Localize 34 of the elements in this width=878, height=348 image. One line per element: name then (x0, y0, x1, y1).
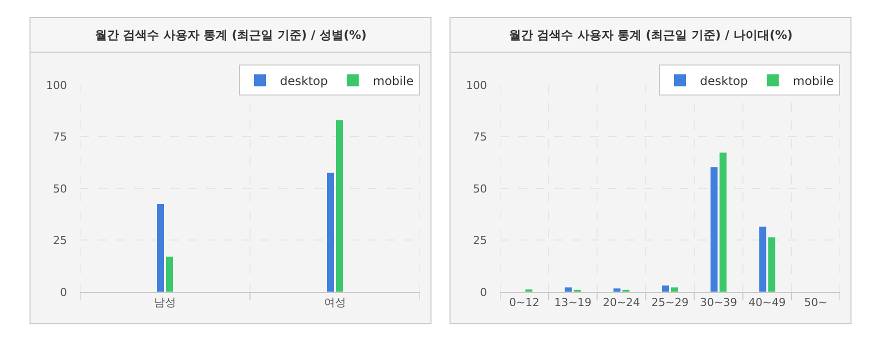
legend-label: mobile (792, 74, 834, 88)
x-tick-label: 여성 (324, 296, 346, 310)
y-tick-label: 100 (466, 78, 487, 92)
x-tick-label: 0~12 (509, 296, 540, 310)
chart-title: 월간 검색수 사용자 통계 (최근일 기준) / 나이대(%) (509, 28, 793, 42)
x-tick-label: 13~19 (554, 296, 592, 310)
bar (157, 204, 164, 292)
legend-label: desktop (280, 74, 328, 88)
y-tick-label: 0 (60, 286, 67, 299)
y-tick-label: 75 (53, 130, 67, 144)
x-tick-label: 남성 (154, 296, 176, 310)
bar (759, 226, 766, 292)
y-tick-label: 25 (53, 234, 67, 248)
x-tick-label: 25~29 (651, 296, 689, 310)
bar (166, 256, 173, 292)
y-tick-label: 100 (46, 78, 67, 92)
y-tick-label: 50 (473, 182, 487, 196)
y-tick-label: 25 (473, 234, 487, 248)
y-tick-label: 75 (473, 130, 487, 144)
y-tick-label: 0 (480, 286, 487, 299)
x-tick-label: 30~39 (700, 296, 738, 310)
bar (662, 285, 669, 292)
bar (710, 167, 718, 292)
bar (768, 237, 776, 292)
bar (336, 120, 343, 292)
bar (720, 152, 727, 292)
x-tick-label: 40~49 (748, 296, 786, 310)
y-tick-label: 50 (53, 182, 67, 196)
legend-label: mobile (372, 74, 414, 88)
legend-label: desktop (700, 74, 748, 88)
x-tick-label: 20~24 (602, 296, 640, 310)
bar (327, 172, 334, 292)
chart-title: 월간 검색수 사용자 통계 (최근일 기준) / 성별(%) (95, 28, 367, 42)
x-tick-label: 50~ (804, 296, 828, 310)
